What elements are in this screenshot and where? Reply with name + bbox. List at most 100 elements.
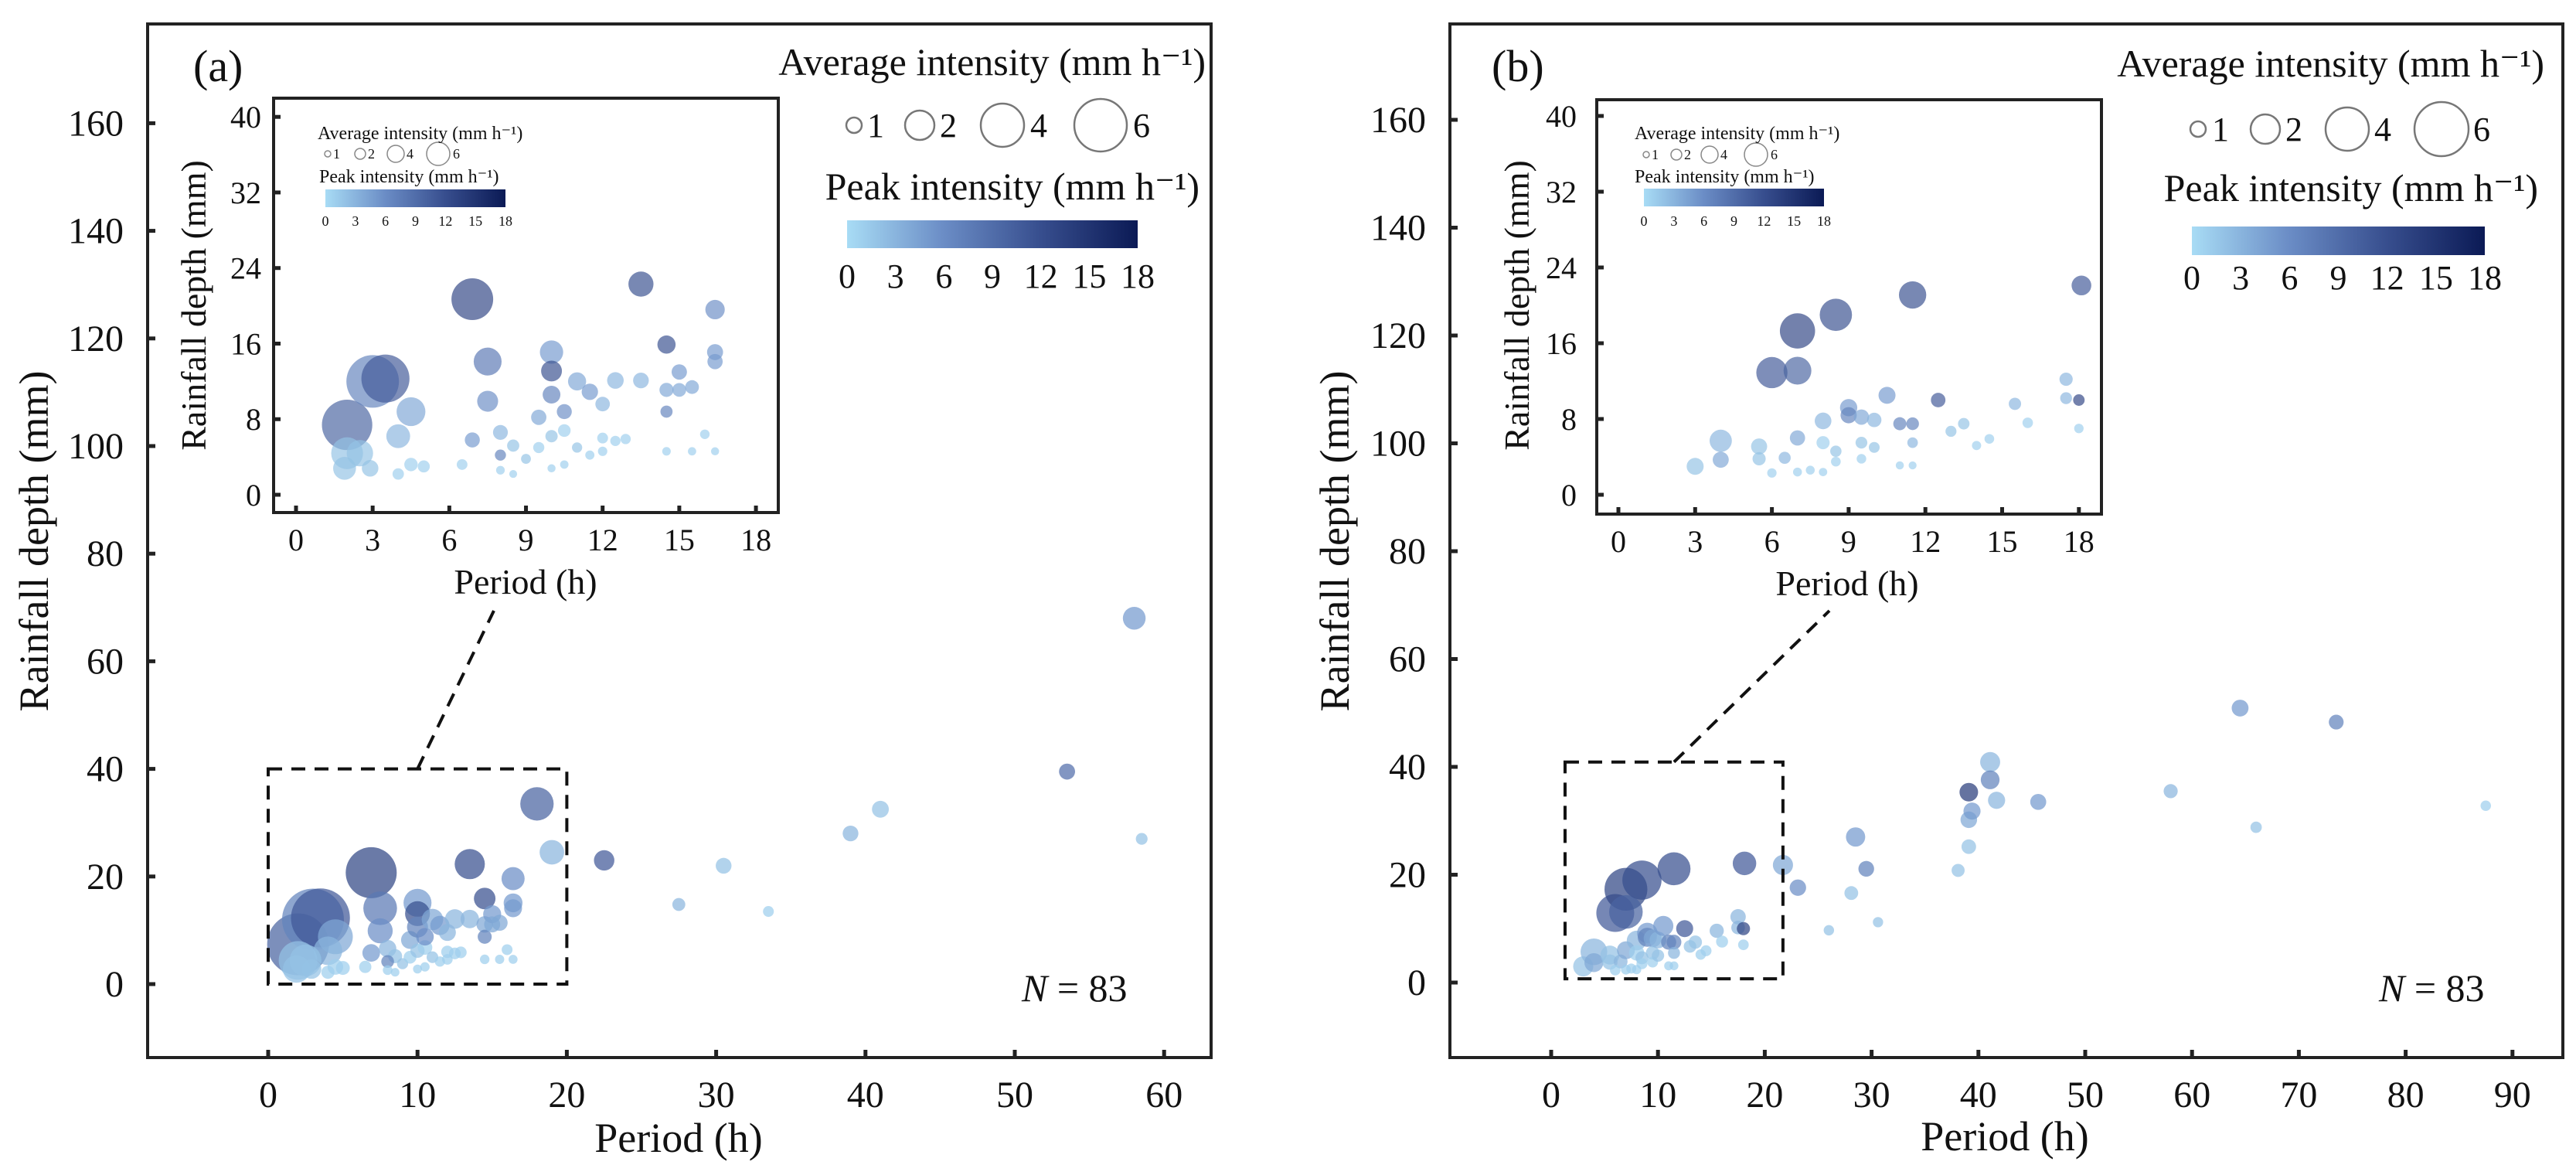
panel-a-y-tick-label: 60 [87,641,124,682]
panel-a-data-point [492,915,508,932]
panel-b-inset-data-point [1972,441,1982,451]
panel-b-inset-colorbar-tick-label: 15 [1787,213,1801,229]
panel-a-inset-colorbar-tick-label: 12 [438,213,452,229]
panel-a-inset-colorbar-tick-label: 3 [352,213,359,229]
panel-a-inset-data-point [495,449,506,461]
panel-a-inset-colorbar [325,189,505,207]
panel-b-inset-y-tick-label: 8 [1561,402,1577,437]
panel-a-data-point [539,840,564,865]
panel-a-inset-data-point [581,383,598,400]
panel-b-y-tick-label: 80 [1389,531,1426,572]
panel-a-inset-size-legend-label: 2 [368,146,375,162]
panel-a-inset-data-point [396,397,426,427]
panel-b-inset-colorbar [1644,189,1824,206]
panel-a-inset-data-point [707,353,723,370]
panel-b-size-legend-circle [2189,120,2207,138]
panel-a-data-point [363,891,397,925]
panel-a-size-legend-label: 1 [867,107,884,145]
panel-b-data-point [1710,923,1724,938]
panel-b-data-point [1963,802,1981,820]
panel-a-x-tick-label: 10 [399,1075,436,1116]
panel-a-inset-y-tick-label: 32 [230,175,261,210]
panel-b-inset-data-point [1906,417,1919,431]
panel-a-inset-x-tick-label: 3 [365,523,380,557]
panel-a-inset-data-point [451,278,494,321]
panel-a-inset-data-point [392,468,404,480]
panel-a-colorbar-tick-label: 0 [839,257,856,295]
panel-a-inset-data-point [659,383,674,397]
panel-b-inset-data-point [1945,425,1957,438]
panel-b-y-tick-label: 140 [1370,208,1426,249]
panel-a-size-legend-label: 4 [1030,107,1047,145]
panel-a-data-point [282,955,311,983]
panel-b-data-point [2163,784,2178,799]
panel-a-inset-data-point [688,447,696,456]
panel-b-inset-data-point [1840,407,1857,424]
panel-b-data-point [1584,952,1604,973]
panel-a-data-point [390,968,400,977]
panel-a-inset-data-point [585,450,595,460]
panel-a-x-tick-label: 0 [259,1075,277,1116]
panel-a-data-point [501,867,525,891]
panel-a-points [267,606,1148,983]
panel-a-inset-color-legend-title: Peak intensity (mm h⁻¹) [319,167,499,187]
panel-b-size-legend-circle [2249,113,2282,145]
panel-a-data-point [460,909,479,928]
panel-b-inset-colorbar-tick-label: 6 [1700,213,1707,229]
panel-a-colorbar [847,220,1138,248]
panel-a-inset-data-point [628,271,654,297]
panel-b-data-point [1961,839,1976,854]
panel-a-data-point [474,887,496,910]
panel-a-inset-data-point [541,360,563,382]
panel-b-data-point [1716,935,1728,948]
panel-b-inset-x-tick-label: 9 [1841,524,1856,559]
panel-a-inset-data-point [545,430,558,443]
panel-a-inset-colorbar-tick-label: 9 [412,213,419,229]
panel-a-frame [146,22,1213,1059]
panel-a-data-point [301,959,322,979]
panel-a-data-point [444,909,465,929]
panel-a-inset-x-tick-label: 0 [288,523,304,557]
panel-a-size-legend-circle [979,102,1026,148]
panel-a-inset-size-legend-circle [354,148,366,160]
panel-b-inset-points [1686,275,2091,478]
panel-b-colorbar [2192,227,2485,255]
panel-b-inset-data-point [1895,461,1904,470]
panel-b-frame [1448,22,2564,1059]
panel-b-inset-data-point [2022,417,2033,428]
panel-b-x-tick-label: 80 [2387,1075,2425,1116]
n-symbol: N [1021,966,1050,1010]
panel-b-data-point [2480,800,2491,811]
panel-b-inset-x-tick-label: 3 [1687,524,1703,559]
panel-a-inset-data-point [633,372,649,389]
panel-b-inset-data-point [1816,436,1830,450]
panel-b-data-point [1737,939,1749,951]
panel-b-inset-data-point [2009,397,2022,410]
panel-b-data-point [1980,770,2000,789]
panel-b-inset-size-legend-title: Average intensity (mm h⁻¹) [1635,124,1839,144]
panel-a-inset-data-point [672,383,686,397]
panel-b-data-point [1622,860,1662,900]
panel-a-data-point [1135,833,1148,845]
panel-b-data-point [1737,921,1751,935]
panel-b-inset-data-point [2071,275,2091,296]
panel-a-inset-data-point [539,340,563,364]
panel-b-inset-y-tick-label: 24 [1546,250,1577,285]
panel-a-inset-size-legend-circle [324,150,332,158]
panel-a-data-point [420,962,430,972]
panel-b-inset-data-point [1931,393,1946,407]
panel-a-inset-data-point [386,424,410,448]
panel-a-inset-y-tick-label: 0 [246,478,261,513]
panel-b-inset-data-point [1856,454,1866,464]
panel-a-data-point [872,800,890,818]
panel-b-inset-x-tick-label: 18 [2064,524,2094,559]
panel-a-colorbar-tick-label: 9 [984,257,1001,295]
panel-a-x-tick-label: 50 [996,1075,1033,1116]
panel-a-size-legend-label: 2 [940,107,957,145]
panel-a-x-axis-title: Period (h) [594,1115,762,1161]
panel-b-inset-data-point [2059,372,2073,387]
panel-b-size-legend-title: Average intensity (mm h⁻¹) [2117,42,2544,85]
panel-b-inset-data-point [1866,412,1882,428]
panel-a-size-legend-label: 6 [1133,107,1150,145]
panel-b-data-point [1952,864,1965,877]
